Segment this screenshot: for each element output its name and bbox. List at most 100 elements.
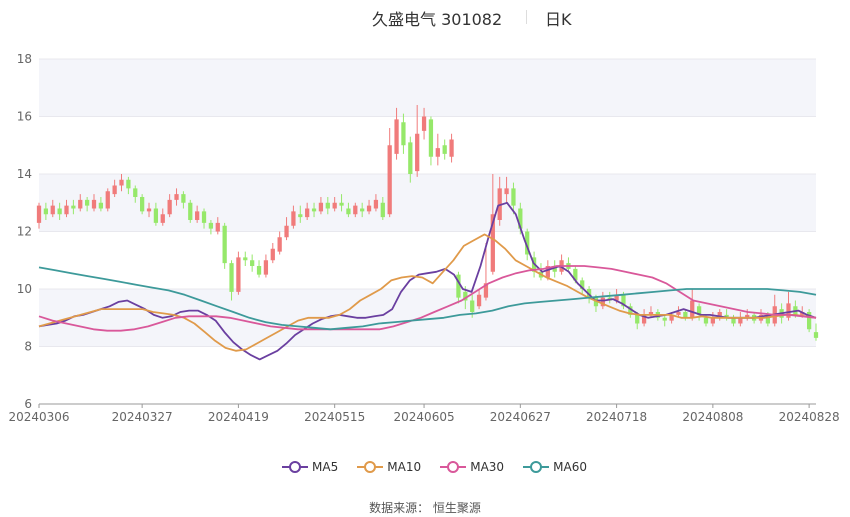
candle-body <box>140 197 145 212</box>
candle-body <box>573 268 578 281</box>
candle-body <box>703 317 709 324</box>
candle-body <box>813 332 819 338</box>
candle-body <box>545 266 550 278</box>
candle-body <box>373 199 379 209</box>
candle-body <box>635 314 640 324</box>
y-tick-label: 12 <box>17 225 32 239</box>
candle-body <box>690 300 695 318</box>
candle-body <box>208 222 214 229</box>
x-tick-label: 20240718 <box>586 410 647 424</box>
legend-swatch-ma30 <box>440 461 467 473</box>
legend-item-ma5[interactable]: MA5 <box>282 460 338 474</box>
candle-body <box>250 260 255 266</box>
candle-body <box>593 297 599 307</box>
candle-body <box>476 294 482 307</box>
candle-body <box>470 300 475 312</box>
candle-body <box>153 208 159 223</box>
x-tick-label: 20240327 <box>112 410 173 424</box>
candle-body <box>408 142 413 174</box>
y-tick-label: 16 <box>17 110 32 124</box>
candle-body <box>614 294 619 301</box>
candle-body <box>724 314 729 318</box>
candle-body <box>78 199 83 209</box>
legend-item-ma10[interactable]: MA10 <box>357 460 421 474</box>
legend-swatch-ma5 <box>282 461 308 473</box>
grid-band <box>39 116 816 174</box>
y-tick-label: 18 <box>17 52 32 66</box>
candle-body <box>146 208 152 212</box>
candle-body <box>738 317 743 324</box>
legend-item-ma60[interactable]: MA60 <box>523 460 587 474</box>
candle-body <box>181 194 186 203</box>
candle-body <box>311 208 317 212</box>
candle-body <box>600 297 605 307</box>
candle-body <box>195 211 200 220</box>
candle-body <box>421 116 427 131</box>
candle-body <box>717 312 722 318</box>
grid-band <box>39 346 816 404</box>
candle-body <box>270 248 275 261</box>
legend-item-ma30[interactable]: MA30 <box>440 460 504 474</box>
candle-body <box>263 260 269 275</box>
candle-body <box>105 191 110 209</box>
legend-label-ma10: MA10 <box>387 460 422 474</box>
candle-body <box>305 208 310 218</box>
candle-body <box>628 306 633 315</box>
series-line-ma30 <box>38 265 817 332</box>
candle-body <box>662 317 667 321</box>
candle-body <box>126 179 131 189</box>
y-tick-label: 8 <box>24 340 32 354</box>
candle-body <box>36 205 42 223</box>
candle-body <box>133 188 138 197</box>
chart-header: 久盛电气 301082 日K <box>0 6 850 29</box>
candle-body <box>483 283 489 298</box>
candle-body <box>332 202 337 209</box>
x-tick-label: 20240808 <box>682 410 743 424</box>
x-tick-label: 20240627 <box>490 410 551 424</box>
x-tick-label: 20240605 <box>394 410 455 424</box>
candle-body <box>160 214 165 223</box>
candle-body <box>380 202 385 218</box>
series-line-ma10 <box>38 233 817 352</box>
candle-body <box>435 148 440 157</box>
candle-body <box>112 185 117 195</box>
y-tick-label: 6 <box>24 397 32 411</box>
candle-body <box>50 205 55 215</box>
legend-swatch-ma10 <box>357 461 384 473</box>
candle-body <box>745 314 750 318</box>
candle-body <box>188 202 193 220</box>
legend-label-ma60: MA60 <box>553 460 588 474</box>
candle-body <box>71 205 76 209</box>
grid-band <box>39 59 816 117</box>
candle-body <box>449 139 454 157</box>
candle-body <box>415 133 420 172</box>
candle-body <box>243 257 248 261</box>
candle-body <box>284 225 289 238</box>
candle-body <box>325 202 330 209</box>
candle-body <box>167 199 172 215</box>
period-label: 日K <box>545 10 572 29</box>
candle-body <box>229 263 234 292</box>
candle-body <box>222 225 227 264</box>
legend-label-ma30: MA30 <box>470 460 505 474</box>
candle-body <box>366 205 372 212</box>
candle-body <box>256 266 262 275</box>
candle-body <box>676 312 681 315</box>
candle-body <box>85 199 90 206</box>
legend: MA5 MA10 MA30 MA60 <box>282 458 601 476</box>
candle-body <box>696 306 702 315</box>
x-tick-label: 20240828 <box>779 410 840 424</box>
candle-body <box>641 314 647 324</box>
candle-body <box>580 280 585 289</box>
data-source: 数据来源： 恒生聚源 <box>0 499 850 516</box>
candle-body <box>298 214 303 218</box>
candle-body <box>552 266 557 272</box>
candle-body <box>215 222 220 232</box>
candle-body <box>277 237 282 252</box>
candle-body <box>683 312 688 318</box>
series-line-ma5 <box>38 201 817 361</box>
candle-body <box>64 205 69 215</box>
candle-body <box>91 199 97 209</box>
candle-body <box>648 312 654 315</box>
